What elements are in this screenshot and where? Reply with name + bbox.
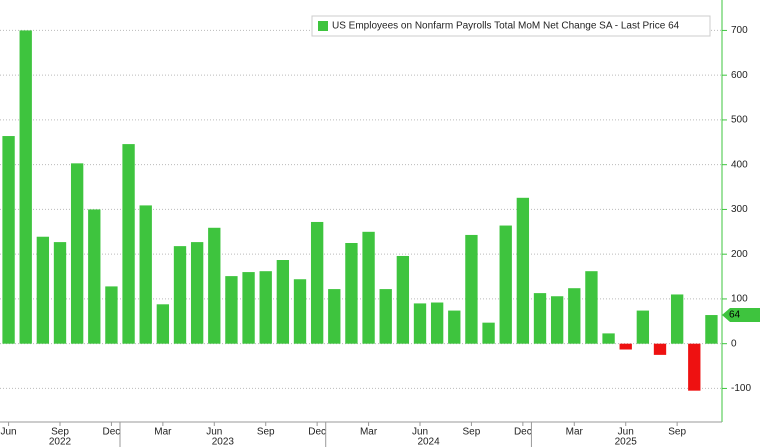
x-tick-label: Jun [618,427,634,438]
x-tick-label: Mar [154,427,172,438]
bar [208,227,221,344]
bar [499,225,512,344]
legend-swatch [318,21,328,31]
bar [413,303,427,344]
bar [276,260,290,344]
x-group-label: 2025 [615,437,638,447]
bar [53,242,67,344]
x-tick-label: Sep [51,427,69,438]
bar [225,276,238,344]
last-price-tag [722,308,760,323]
y-tick-label: 500 [731,115,748,126]
bar [139,205,152,344]
bar [448,310,461,344]
x-tick-label: Sep [463,427,481,438]
bar [328,289,341,344]
bar [670,294,684,344]
x-group-label: 2023 [212,437,235,447]
x-tick-label: Sep [257,427,275,438]
bar [550,296,564,344]
bar [430,302,444,344]
x-tick-label: Jun [206,427,222,438]
bar [36,236,50,344]
bar [19,30,32,344]
bar [533,293,547,344]
y-tick-label: 0 [731,338,737,349]
x-tick-label: Mar [566,427,584,438]
x-tick-label: Jun [1,427,17,438]
bar [482,322,495,344]
x-tick-label: Dec [103,427,121,438]
bar [653,343,667,355]
x-group-label: 2024 [417,437,440,447]
bar [190,242,204,344]
bar [2,136,15,344]
last-price-label: 64 [729,310,741,321]
bar [705,315,718,344]
bar [242,272,255,344]
x-tick-label: Dec [308,427,326,438]
bar [379,289,392,344]
bar [396,255,410,344]
bar [688,343,701,391]
legend-label: US Employees on Nonfarm Payrolls Total M… [332,21,680,32]
x-tick-label: Mar [360,427,378,438]
y-tick-label: 700 [731,25,748,36]
y-tick-label: 300 [731,204,748,215]
bar [585,271,598,344]
y-tick-label: 100 [731,294,748,305]
x-tick-label: Sep [668,427,686,438]
bar [619,343,632,350]
bar [465,234,478,344]
legend: US Employees on Nonfarm Payrolls Total M… [311,15,711,37]
y-tick-label: 600 [731,70,748,81]
x-group-label: 2022 [49,437,72,447]
y-tick-label: 400 [731,159,748,170]
x-tick-label: Dec [514,427,532,438]
bar [122,144,135,344]
bar [568,288,581,344]
bar [105,286,118,344]
bar [345,242,358,344]
y-tick-label: 200 [731,249,748,260]
bar [156,304,170,344]
bar [173,246,187,344]
y-tick-label: -100 [731,383,751,394]
bar [516,197,530,344]
bar [259,271,272,344]
x-tick-label: Jun [412,427,428,438]
bar [602,333,615,344]
bar [293,279,307,344]
bar [362,231,375,344]
bar [70,163,84,344]
bar [310,221,324,344]
bar [636,310,650,344]
legend-box [311,15,711,37]
bar [88,209,101,344]
